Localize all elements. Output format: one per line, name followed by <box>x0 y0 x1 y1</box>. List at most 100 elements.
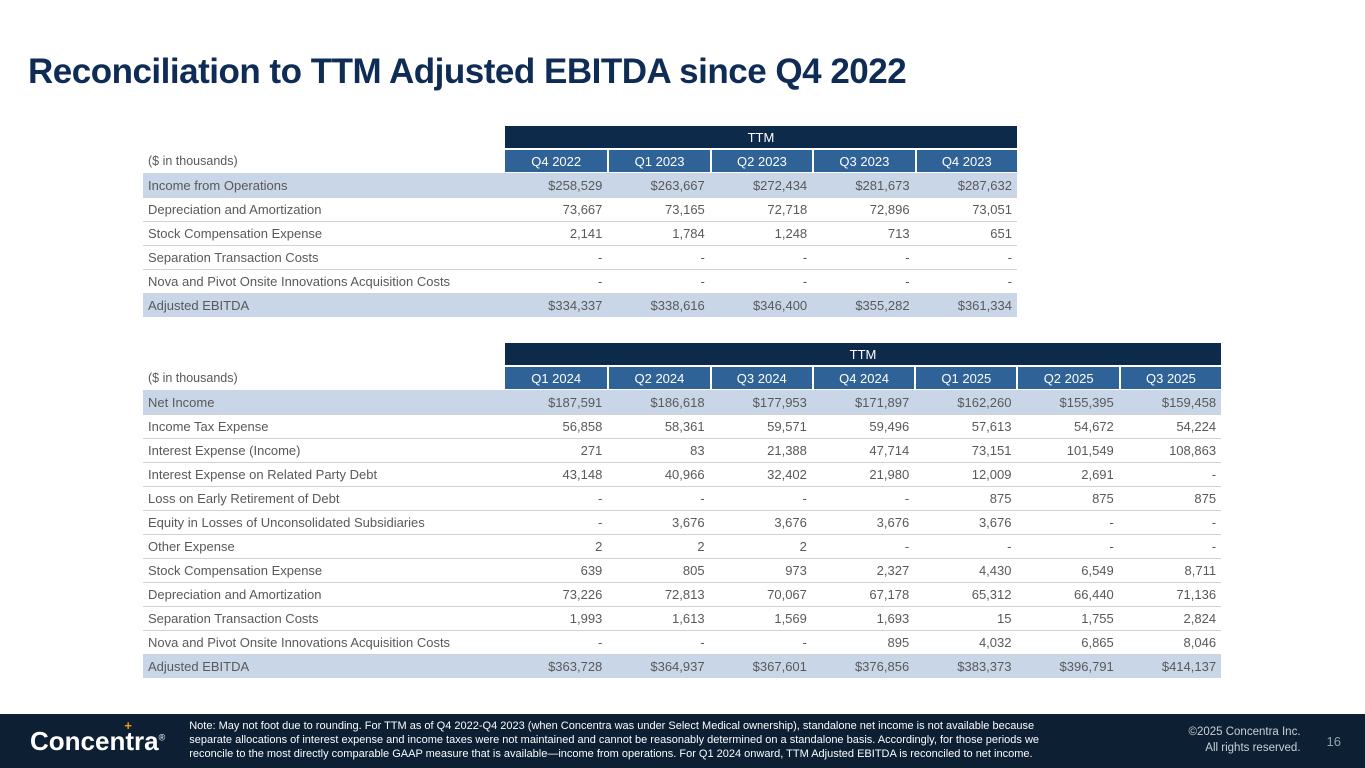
cell-value: - <box>802 491 807 506</box>
cell-value: - <box>1007 539 1012 554</box>
cell-value: - <box>802 250 808 265</box>
cell-value: 56,858 <box>562 419 603 434</box>
column-header: Q2 2023 <box>709 150 813 172</box>
cell-value: $364,937 <box>650 659 705 674</box>
cell-value: 271 <box>580 443 603 458</box>
cell-value: 83 <box>690 443 705 458</box>
cell-value: 72,896 <box>869 202 910 217</box>
cell-value: $334,337 <box>548 298 603 313</box>
cell-value: - <box>905 250 910 265</box>
table-row: Nova and Pivot Onsite Innovations Acquis… <box>143 269 1017 293</box>
table-row: Interest Expense on Related Party Debt 4… <box>143 462 1222 486</box>
cell-value: - <box>1211 539 1217 554</box>
table-row: Interest Expense (Income) 271 83 21,388 … <box>143 438 1222 462</box>
unit-label: ($ in thousands) <box>148 154 238 168</box>
row-label: Interest Expense on Related Party Debt <box>148 467 378 482</box>
cell-value: 70,067 <box>767 587 807 602</box>
column-header: Q2 2025 <box>1016 367 1119 389</box>
table-row: Equity in Losses of Unconsolidated Subsi… <box>143 510 1222 534</box>
cell-value: 973 <box>785 563 807 578</box>
table-row: Net Income $187,591 $186,618 $177,953 $1… <box>143 390 1222 414</box>
cell-value: 73,226 <box>562 587 603 602</box>
table-row: Separation Transaction Costs - - - - - <box>143 245 1017 269</box>
row-label: Depreciation and Amortization <box>148 587 322 602</box>
cell-value: - <box>905 274 910 289</box>
cell-value: $155,395 <box>1059 394 1114 410</box>
table-row: Depreciation and Amortization 73,667 73,… <box>143 197 1017 221</box>
cell-value: - <box>1211 515 1217 530</box>
cell-value: 21,980 <box>869 467 910 482</box>
table-row: Stock Compensation Expense 639 805 973 2… <box>143 558 1222 582</box>
cell-value: - <box>802 274 808 289</box>
cell-value: $162,260 <box>957 394 1012 410</box>
cell-value: 2,141 <box>569 226 603 241</box>
cell-value: $272,434 <box>752 177 808 193</box>
cell-value: $258,529 <box>548 177 603 193</box>
column-header: Q4 2022 <box>505 150 608 172</box>
cell-value: 6,865 <box>1081 635 1114 650</box>
row-label: Income from Operations <box>148 177 288 193</box>
table-row: Nova and Pivot Onsite Innovations Acquis… <box>143 630 1222 654</box>
cell-value: 895 <box>887 635 910 650</box>
cell-value: $281,673 <box>855 177 910 193</box>
cell-value: $383,373 <box>957 659 1012 674</box>
logo-text-post: ra <box>134 725 159 756</box>
row-label: Nova and Pivot Onsite Innovations Acquis… <box>148 274 451 289</box>
cell-value: 1,784 <box>672 226 705 241</box>
cell-value: $376,856 <box>854 659 910 674</box>
cell-value: - <box>597 515 603 530</box>
cell-value: $367,601 <box>752 659 807 674</box>
cell-value: - <box>1211 467 1217 482</box>
table-row: Depreciation and Amortization 73,226 72,… <box>143 582 1222 606</box>
column-header: Q3 2025 <box>1118 367 1222 389</box>
cell-value: 3,676 <box>876 515 910 530</box>
table-row: Loss on Early Retirement of Debt - - - -… <box>143 486 1222 510</box>
column-header-row: ($ in thousands) Q4 2022 Q1 2023 Q2 2023… <box>143 150 1017 172</box>
page-title: Reconciliation to TTM Adjusted EBITDA si… <box>28 52 907 91</box>
row-label: Nova and Pivot Onsite Innovations Acquis… <box>148 635 451 650</box>
cell-value: 73,165 <box>665 202 705 217</box>
cell-value: $177,953 <box>752 394 807 410</box>
cell-value: 639 <box>580 563 603 578</box>
cell-value: - <box>1109 539 1114 554</box>
cell-value: $171,897 <box>854 394 910 410</box>
cell-value: 2 <box>697 539 705 554</box>
column-header: Q1 2024 <box>505 367 608 389</box>
table-row: Income from Operations $258,529 $263,667… <box>143 173 1017 197</box>
cell-value: 2 <box>595 539 603 554</box>
cell-value: 4,430 <box>978 563 1012 578</box>
table-row: Separation Transaction Costs 1,993 1,613… <box>143 606 1222 630</box>
cell-value: 72,718 <box>767 202 808 217</box>
column-header: Q2 2024 <box>607 367 710 389</box>
cell-value: $414,137 <box>1161 659 1217 674</box>
cell-value: $263,667 <box>650 177 705 193</box>
cell-value: 32,402 <box>767 467 807 482</box>
cell-value: - <box>1109 515 1114 530</box>
cell-value: $338,616 <box>650 298 705 313</box>
cell-value: - <box>700 635 705 650</box>
cell-value: 713 <box>887 226 910 241</box>
cell-value: 108,863 <box>1169 443 1217 458</box>
cell-value: 71,136 <box>1176 587 1217 602</box>
cell-value: 1,755 <box>1081 611 1114 626</box>
cell-value: 4,032 <box>978 635 1012 650</box>
cell-value: - <box>1007 274 1012 289</box>
table-row: Stock Compensation Expense 2,141 1,784 1… <box>143 221 1017 245</box>
cell-value: 8,046 <box>1183 635 1217 650</box>
cell-value: 43,148 <box>562 467 603 482</box>
row-label: Adjusted EBITDA <box>148 298 250 313</box>
copyright-line2: All rights reserved. <box>1205 742 1301 754</box>
copyright-line1: ©2025 Concentra Inc. <box>1188 726 1301 739</box>
row-label: Other Expense <box>148 539 235 554</box>
cell-value: 57,613 <box>971 419 1012 434</box>
cell-value: 72,813 <box>664 587 705 602</box>
cell-value: 59,496 <box>869 419 910 434</box>
cell-value: 1,693 <box>876 611 910 626</box>
page-number: 16 <box>1326 733 1341 749</box>
column-header: Q1 2023 <box>607 150 710 172</box>
cell-value: 875 <box>989 491 1012 506</box>
cell-value: - <box>598 274 603 289</box>
column-header: Q3 2023 <box>812 150 915 172</box>
footnote: Note: May not foot due to rounding. For … <box>189 720 1040 760</box>
column-header: Q4 2024 <box>811 367 915 389</box>
